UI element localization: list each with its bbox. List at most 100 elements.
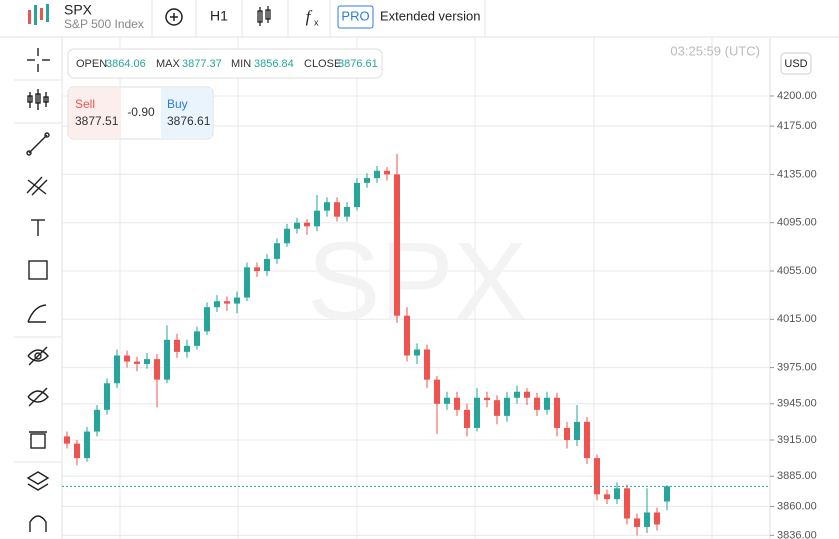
candle-body xyxy=(474,397,480,428)
candle-body xyxy=(634,518,640,527)
trendline-tool[interactable] xyxy=(26,132,50,156)
candle-body xyxy=(624,488,630,519)
toolbar xyxy=(14,48,62,532)
candle-body xyxy=(444,397,450,404)
y-tick-label: 4015.00 xyxy=(777,313,817,325)
candle-body xyxy=(324,202,330,211)
candle-body xyxy=(344,207,350,217)
currency-button[interactable] xyxy=(780,52,812,75)
grid xyxy=(62,95,770,536)
y-tick-label: 3860.00 xyxy=(777,500,817,512)
hide-drawings-tool[interactable] xyxy=(27,346,49,366)
y-tick-label: 4055.00 xyxy=(777,265,817,277)
candle-body xyxy=(94,409,100,432)
candle-body xyxy=(244,267,250,298)
candle-body xyxy=(534,397,540,410)
candle-body xyxy=(104,383,110,410)
close-value: 3876.61 xyxy=(338,58,378,70)
header-bar xyxy=(0,0,839,37)
candle-body xyxy=(374,170,380,179)
candle-body xyxy=(654,512,660,525)
candle-body xyxy=(234,297,240,304)
layers-tool[interactable] xyxy=(26,471,50,491)
candle-body xyxy=(304,222,310,227)
y-tick-label: 4095.00 xyxy=(777,217,817,229)
candle-body xyxy=(204,307,210,332)
candle-body xyxy=(594,458,600,495)
add-indicator-button[interactable] xyxy=(165,8,183,26)
min-label: MIN xyxy=(231,58,251,70)
candle-body xyxy=(254,267,260,271)
candle-body xyxy=(574,421,580,441)
candle-body xyxy=(114,355,120,384)
text-tool[interactable] xyxy=(31,219,45,236)
sell-label: Sell xyxy=(75,97,95,111)
brush-tool[interactable] xyxy=(27,304,47,323)
candle-body xyxy=(124,355,130,362)
candle-body xyxy=(384,170,390,175)
magnet-tool[interactable] xyxy=(29,515,47,532)
indicators-tool[interactable] xyxy=(27,89,49,110)
indicators-button[interactable]: f xyxy=(306,7,313,26)
candle-body xyxy=(74,443,80,459)
sell-button[interactable] xyxy=(69,88,121,138)
candle-body xyxy=(84,431,90,459)
buy-price: 3876.61 xyxy=(167,114,211,128)
candle-body xyxy=(264,258,270,271)
max-value: 3877.37 xyxy=(182,58,222,70)
currency-label: USD xyxy=(784,58,807,70)
candle-body xyxy=(274,243,280,259)
y-tick-label: 3975.00 xyxy=(777,361,817,373)
extended-version[interactable]: Extended version xyxy=(380,8,480,23)
pro-badge[interactable] xyxy=(337,5,374,29)
fib-tool[interactable] xyxy=(26,176,48,196)
delete-tool[interactable] xyxy=(29,431,47,449)
y-tick-label: 4175.00 xyxy=(777,120,817,132)
price-axis: 4200.00 4175.00 4135.00 4095.00 4055.00 4015.… xyxy=(770,90,817,539)
candle-body xyxy=(464,409,470,428)
candle-body xyxy=(424,349,430,380)
open-value: 3864.06 xyxy=(106,58,146,70)
candle-body xyxy=(314,210,320,227)
candle-body xyxy=(554,397,560,428)
clock: 03:25:59 (UTC) xyxy=(670,43,760,58)
y-tick-label: 4135.00 xyxy=(777,168,817,180)
candle-body xyxy=(544,397,550,410)
max-label: MAX xyxy=(156,58,181,70)
y-tick-label: 3836.00 xyxy=(777,529,817,539)
candle-body xyxy=(604,494,610,500)
candle-body xyxy=(224,301,230,304)
candle-body xyxy=(64,436,70,444)
candle-body xyxy=(164,339,170,380)
y-tick-label: 3915.00 xyxy=(777,434,817,446)
candle-body xyxy=(134,361,140,364)
candle-body xyxy=(614,488,620,500)
candle-body xyxy=(214,301,220,308)
candle-body xyxy=(144,359,150,364)
shape-tool[interactable] xyxy=(28,260,48,280)
timeframe-button[interactable]: H1 xyxy=(210,8,228,24)
hide-indicators-tool[interactable] xyxy=(27,387,49,407)
candle-body xyxy=(514,391,520,398)
candle-body xyxy=(524,391,530,398)
candle-body xyxy=(334,202,340,217)
crosshair-tool[interactable] xyxy=(27,48,50,72)
candle-body xyxy=(494,400,500,416)
ohlc-box xyxy=(67,48,383,79)
buy-label: Buy xyxy=(167,97,188,111)
chart-type-button[interactable] xyxy=(257,6,271,26)
candle-body xyxy=(394,174,400,316)
candle-body xyxy=(154,359,160,380)
close-label: CLOSE xyxy=(304,58,341,70)
indicators-sub: x xyxy=(314,17,319,27)
candle-body xyxy=(504,397,510,416)
candle-body xyxy=(404,315,410,356)
symbol: SPX xyxy=(64,2,93,18)
pro-label: PRO xyxy=(341,8,369,23)
y-tick-label: 3945.00 xyxy=(777,398,817,410)
candles xyxy=(62,153,770,536)
buy-button[interactable] xyxy=(161,88,212,138)
candle-body xyxy=(414,349,420,356)
vertical-grid xyxy=(119,38,713,539)
